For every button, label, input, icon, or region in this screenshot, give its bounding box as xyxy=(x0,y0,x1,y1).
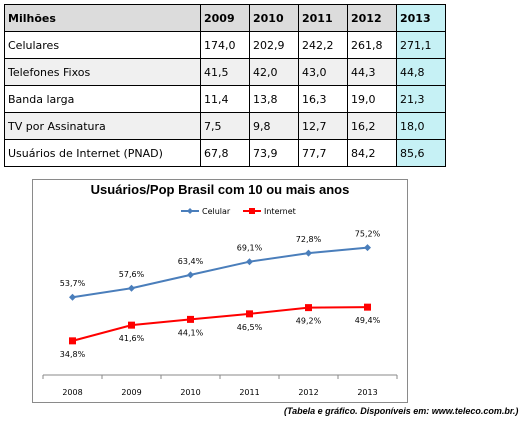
x-tick-label: 2013 xyxy=(357,388,377,397)
value-cell: 67,8 xyxy=(200,139,250,167)
data-point xyxy=(69,337,76,345)
data-label: 34,8% xyxy=(60,350,86,359)
x-tick-label: 2008 xyxy=(62,388,82,397)
value-cell: 16,3 xyxy=(298,85,348,113)
value-cell: 84,2 xyxy=(347,139,397,167)
value-cell: 18,0 xyxy=(396,112,446,140)
value-cell: 13,8 xyxy=(249,85,299,113)
table-row: Banda larga 11,4 13,8 16,3 19,0 21,3 xyxy=(4,85,446,113)
data-label: 41,6% xyxy=(119,334,145,343)
source-caption: (Tabela e gráfico. Disponíveis em: www.t… xyxy=(284,406,519,416)
value-cell: 174,0 xyxy=(200,31,250,59)
value-cell: 202,9 xyxy=(249,31,299,59)
legend-entry: Internet xyxy=(243,207,296,216)
x-tick-label: 2010 xyxy=(180,388,200,397)
data-label: 49,4% xyxy=(355,316,381,325)
data-point xyxy=(128,321,135,329)
value-cell: 16,2 xyxy=(347,112,397,140)
data-label: 63,4% xyxy=(178,257,204,266)
data-point xyxy=(187,315,194,323)
value-cell: 19,0 xyxy=(347,85,397,113)
table-row: TV por Assinatura 7,5 9,8 12,7 16,2 18,0 xyxy=(4,112,446,140)
data-label: 57,6% xyxy=(119,270,145,279)
chart-title: Usuários/Pop Brasil com 10 ou mais anos xyxy=(91,182,350,197)
data-point xyxy=(364,244,371,252)
data-label: 53,7% xyxy=(60,279,86,288)
legend-entry: Celular xyxy=(181,207,231,216)
value-cell: 43,0 xyxy=(298,58,348,86)
value-cell: 9,8 xyxy=(249,112,299,140)
header-cell: 2010 xyxy=(249,4,299,32)
header-cell-highlight: 2013 xyxy=(396,4,446,32)
value-cell: 261,8 xyxy=(347,31,397,59)
table-header-row: Milhões 2009 2010 2011 2012 2013 xyxy=(4,4,446,32)
data-point xyxy=(69,293,76,301)
data-label: 72,8% xyxy=(296,235,322,244)
legend-label: Internet xyxy=(264,207,296,216)
table-row: Telefones Fixos 41,5 42,0 43,0 44,3 44,8 xyxy=(4,58,446,86)
value-cell: 21,3 xyxy=(396,85,446,113)
value-cell: 73,9 xyxy=(249,139,299,167)
value-cell: 85,6 xyxy=(396,139,446,167)
data-label: 69,1% xyxy=(237,244,263,253)
series-line-celular xyxy=(72,246,368,299)
telecom-table: Milhões 2009 2010 2011 2012 2013 Celular… xyxy=(4,4,446,167)
data-label: 49,2% xyxy=(296,317,322,326)
x-tick-label: 2012 xyxy=(298,388,318,397)
data-point xyxy=(128,284,135,292)
series-line-internet xyxy=(72,306,368,342)
table-row: Usuários de Internet (PNAD) 67,8 73,9 77,7 8… xyxy=(4,139,446,167)
row-label-cell: Celulares xyxy=(4,31,201,59)
data-label: 46,5% xyxy=(237,323,263,332)
value-cell: 11,4 xyxy=(200,85,250,113)
data-label: 44,1% xyxy=(178,328,204,337)
x-tick-label: 2009 xyxy=(121,388,141,397)
value-cell: 44,8 xyxy=(396,58,446,86)
value-cell: 7,5 xyxy=(200,112,250,140)
value-cell: 42,0 xyxy=(249,58,299,86)
header-cell: 2012 xyxy=(347,4,397,32)
value-cell: 242,2 xyxy=(298,31,348,59)
data-point xyxy=(305,249,312,257)
data-point xyxy=(187,271,194,279)
value-cell: 77,7 xyxy=(298,139,348,167)
row-label-cell: Banda larga xyxy=(4,85,201,113)
value-cell: 44,3 xyxy=(347,58,397,86)
chart-canvas: Usuários/Pop Brasil com 10 ou mais anos C… xyxy=(42,182,398,397)
data-label: 75,2% xyxy=(355,230,381,239)
value-cell: 12,7 xyxy=(298,112,348,140)
header-cell: 2009 xyxy=(200,4,250,32)
x-tick-label: 2011 xyxy=(239,388,259,397)
data-point xyxy=(246,258,253,266)
data-point xyxy=(305,304,312,312)
data-point xyxy=(246,310,253,318)
header-cell: 2011 xyxy=(298,4,348,32)
row-label-cell: Telefones Fixos xyxy=(4,58,201,86)
table-row: Celulares 174,0 202,9 242,2 261,8 271,1 xyxy=(4,31,446,59)
row-label-cell: Usuários de Internet (PNAD) xyxy=(4,139,201,167)
line-chart: Usuários/Pop Brasil com 10 ou mais anos C… xyxy=(32,179,408,403)
header-cell: Milhões xyxy=(4,4,201,32)
value-cell: 41,5 xyxy=(200,58,250,86)
row-label-cell: TV por Assinatura xyxy=(4,112,201,140)
value-cell: 271,1 xyxy=(396,31,446,59)
legend-label: Celular xyxy=(202,207,231,216)
data-point xyxy=(364,303,371,311)
